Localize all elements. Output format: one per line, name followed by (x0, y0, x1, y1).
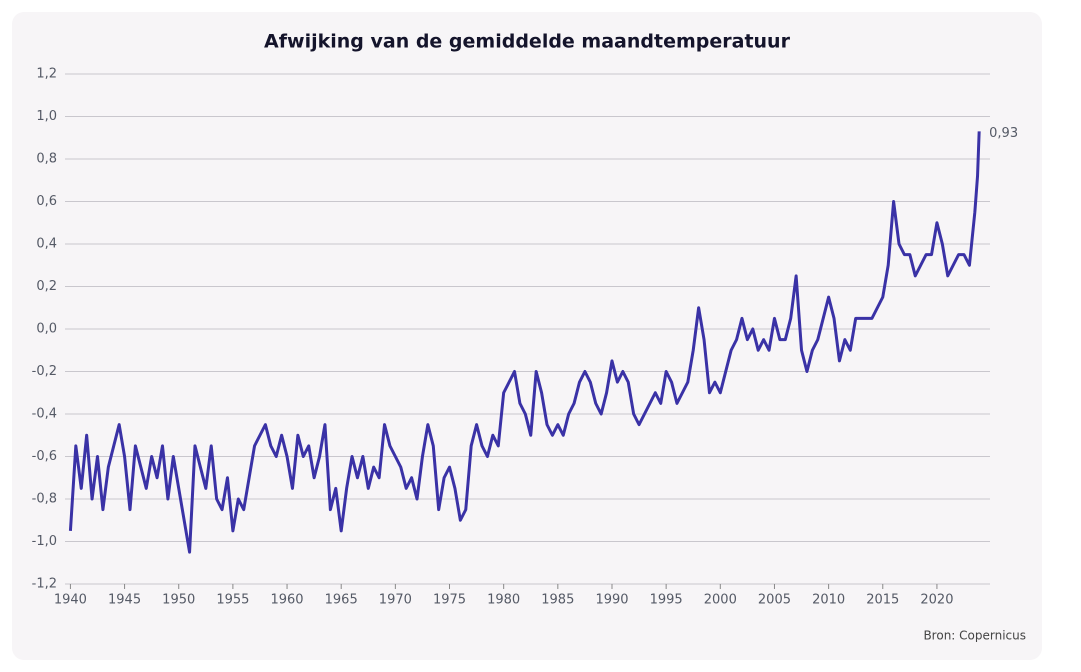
x-tick-label: 2005 (758, 593, 791, 608)
y-tick-label: 1,2 (36, 67, 57, 82)
x-tick-label: 1995 (650, 593, 683, 608)
line (68, 131, 981, 554)
x-tick-label: 2010 (812, 593, 845, 608)
x-tick-label: 1970 (379, 593, 412, 608)
x-tick-label: 2015 (866, 593, 899, 608)
y-tick-label: 0,2 (36, 279, 57, 294)
x-tick-label: 1950 (162, 593, 195, 608)
y-tick-label: 0,4 (36, 237, 57, 252)
x-tick-label: 1965 (325, 593, 358, 608)
y-tick-label: -0,2 (32, 364, 57, 379)
x-tick-label: 1940 (54, 593, 87, 608)
y-tick-label: -1,0 (32, 534, 57, 549)
chart-title: Afwijking van de gemiddelde maandtempera… (264, 31, 791, 53)
y-tick-label: 0,8 (36, 152, 57, 167)
y-tick-label: 0,6 (36, 194, 57, 209)
y-tick-label: -0,8 (32, 492, 57, 507)
card (12, 12, 1042, 660)
y-tick-label: 1,0 (36, 109, 57, 124)
x-tick-label: 1955 (216, 593, 249, 608)
x-tick-label: 1990 (595, 593, 628, 608)
x-tick-label: 1945 (108, 593, 141, 608)
x-tick-label: 1980 (487, 593, 520, 608)
x-tick-label: 1985 (541, 593, 574, 608)
source: Bron: Copernicus (923, 629, 1026, 643)
x-tick-label: 1975 (433, 593, 466, 608)
annotation: 0,93 (989, 126, 1018, 141)
y-tick-label: -0,4 (32, 407, 57, 422)
y-tick-label: -1,2 (32, 577, 57, 592)
y-tick-label: -0,6 (32, 449, 57, 464)
x-tick-label: 1960 (270, 593, 303, 608)
x-tick-label: 2000 (704, 593, 737, 608)
x-tick-label: 2020 (920, 593, 953, 608)
y-tick-label: 0,0 (36, 322, 57, 337)
